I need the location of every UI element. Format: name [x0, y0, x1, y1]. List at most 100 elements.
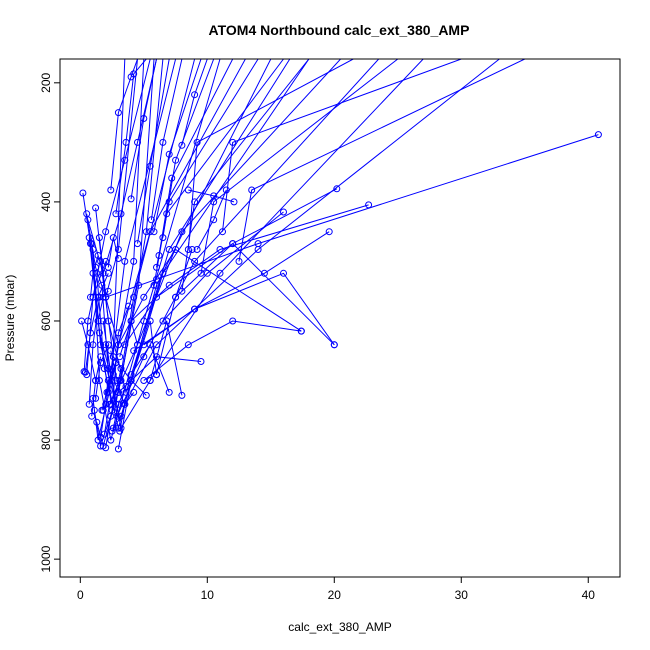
- profile-line-38: [130, 204, 369, 322]
- data-point-27-2: [165, 198, 173, 206]
- data-point-25-1: [159, 234, 167, 242]
- profile-line-20: [115, 59, 147, 214]
- data-point-48-2: [127, 377, 135, 384]
- data-point-42-1: [130, 347, 138, 355]
- profile-line-40: [162, 211, 284, 322]
- data-point-67-3: [94, 252, 102, 259]
- data-point-30-1: [184, 246, 192, 253]
- data-point-24-2: [165, 150, 173, 158]
- profile-line-18: [96, 59, 164, 448]
- data-point-13-1: [99, 317, 107, 325]
- data-point-42-4: [330, 341, 338, 349]
- data-point-62-3: [116, 377, 124, 384]
- profile-line-28: [153, 59, 284, 286]
- data-point-6-4: [130, 293, 138, 301]
- plot-frame: [59, 58, 621, 578]
- data-point-33-1: [235, 257, 243, 265]
- data-point-65-2: [97, 359, 105, 367]
- data-point-12-4: [178, 228, 186, 236]
- data-point-16-1: [89, 394, 97, 402]
- data-point-16-3: [109, 371, 117, 379]
- data-point-35-2: [140, 293, 148, 301]
- x-tick-label-40: 40: [582, 588, 596, 602]
- data-point-30-2: [193, 138, 201, 146]
- data-point-62-1: [100, 430, 108, 438]
- data-point-57-1: [85, 400, 93, 408]
- data-point-69-1: [78, 317, 86, 325]
- y-tick-label-600: 600: [39, 311, 53, 331]
- x-axis: 0 10 20 30 40: [77, 577, 595, 602]
- profile-line-64: [119, 392, 135, 432]
- profile-line-30: [187, 59, 354, 250]
- data-point-49-2: [114, 329, 122, 337]
- data-point-7-2: [95, 377, 103, 384]
- data-point-38-3: [216, 246, 224, 253]
- data-point-22-2: [146, 162, 154, 170]
- data-point-70-1: [107, 347, 115, 355]
- data-point-33-2: [248, 186, 256, 194]
- profile-line-52: [196, 189, 227, 250]
- profile-line-43: [143, 320, 302, 381]
- data-point-60-2: [107, 412, 115, 420]
- data-point-56-4: [104, 269, 112, 277]
- data-point-39-3: [254, 240, 262, 248]
- data-point-3-4: [114, 246, 122, 253]
- data-point-44-3: [197, 358, 205, 365]
- profile-line-34: [181, 59, 208, 146]
- data-point-8-4: [146, 228, 154, 236]
- data-point-56-2: [87, 329, 94, 337]
- x-tick-label-20: 20: [328, 588, 342, 602]
- data-point-67-2: [89, 269, 97, 277]
- data-point-37-3: [260, 269, 268, 277]
- data-point-38-4: [365, 201, 373, 209]
- profile-line-42: [133, 272, 335, 352]
- profile-line-24: [153, 59, 202, 232]
- data-point-70-2: [113, 377, 121, 384]
- data-point-19-1: [107, 186, 115, 194]
- data-point-43-2: [184, 341, 192, 349]
- data-point-44-1: [114, 388, 122, 396]
- data-point-32-1: [219, 228, 226, 236]
- y-tick-label-400: 400: [39, 192, 53, 212]
- profile-line-56: [84, 273, 109, 373]
- data-point-5-1: [85, 234, 93, 242]
- data-point-21-2: [140, 115, 148, 122]
- profile-line-53: [188, 189, 235, 203]
- profile-line-45: [130, 343, 170, 393]
- data-point-40-1: [159, 317, 167, 325]
- data-point-11-4: [159, 269, 167, 277]
- profile-line-51: [156, 249, 193, 375]
- data-point-17-4: [135, 281, 143, 289]
- data-point-8-1: [92, 204, 100, 212]
- profile-line-21: [130, 59, 157, 199]
- data-point-63-1: [109, 424, 117, 432]
- data-point-27-1: [153, 263, 160, 271]
- data-point-15-1: [104, 365, 112, 373]
- data-point-67-1: [87, 293, 94, 301]
- data-point-66-2: [104, 377, 112, 384]
- data-point-55-4: [102, 257, 110, 265]
- data-point-45-2: [146, 341, 154, 349]
- profile-line-22: [137, 59, 170, 244]
- data-point-62-2: [106, 400, 113, 408]
- profile-line-39: [105, 134, 599, 298]
- data-point-64-1: [116, 427, 124, 435]
- data-point-66-1: [99, 406, 107, 414]
- data-point-50-3: [134, 341, 141, 349]
- data-point-12-1: [98, 281, 106, 289]
- profile-line-55: [83, 261, 107, 372]
- data-point-56-1: [81, 368, 89, 376]
- data-point-18-1: [93, 418, 101, 426]
- data-point-35-3: [172, 246, 180, 253]
- data-point-47-2: [117, 412, 125, 420]
- profile-line-32: [222, 59, 462, 232]
- data-point-2-1: [79, 189, 87, 197]
- data-point-70-3: [120, 399, 127, 407]
- data-point-1-4: [121, 156, 129, 164]
- data-point-16-4: [130, 257, 138, 265]
- profile-line-49: [111, 305, 130, 411]
- data-point-68-3: [104, 287, 112, 295]
- profile-line-57: [88, 297, 100, 405]
- data-point-51-1: [153, 371, 160, 379]
- data-point-48-1: [114, 445, 122, 453]
